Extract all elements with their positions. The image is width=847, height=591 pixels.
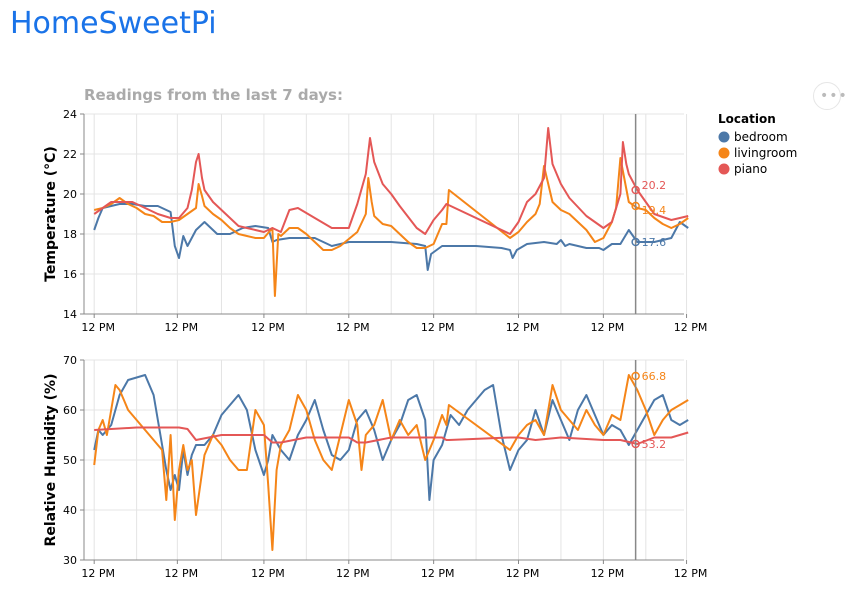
x-tick-label: 12 PM: [336, 321, 370, 334]
legend-label-bedroom: bedroom: [734, 130, 788, 144]
temperature-panel: 14 16 18 20 22 24 12 PM 12 PM 12 PM 12 PM 12 PM 12 …: [43, 108, 707, 334]
legend-swatch-bedroom: [718, 131, 730, 143]
y-tick-label: 14: [63, 308, 77, 321]
x-tick-label: 12 PM: [251, 567, 285, 580]
series-line-piano: [94, 426, 689, 445]
x-tick-label: 12 PM: [165, 567, 199, 580]
y-tick-label: 70: [63, 354, 77, 367]
x-tick-label: 12 PM: [251, 321, 285, 334]
x-tick-label: 12 PM: [421, 321, 455, 334]
series-line-bedroom: [93, 203, 689, 271]
y-tick-label: 30: [63, 554, 77, 567]
legend-swatch-livingroom: [718, 147, 730, 159]
y-axis-title: Temperature (°C): [43, 146, 59, 282]
x-tick-label: 12 PM: [165, 321, 199, 334]
hover-point-piano: [631, 439, 640, 449]
y-tick-label: 16: [63, 268, 77, 281]
x-tick-label: 12 PM: [81, 321, 115, 334]
more-horizontal-icon: •••: [820, 88, 847, 104]
legend-title: Location: [718, 112, 776, 126]
y-tick-label: 60: [63, 404, 77, 417]
series-line-piano: [93, 127, 689, 235]
x-tick-label: 12 PM: [506, 321, 540, 334]
x-tick-label: 12 PM: [674, 567, 708, 580]
humidity-panel: 30 40 50 60 70 12 PM 12 PM 12 PM 12 PM 12 PM 12 PM…: [43, 354, 707, 580]
more-options-button[interactable]: •••: [813, 82, 847, 110]
y-tick-label: 22: [63, 148, 77, 161]
legend-swatch-piano: [718, 163, 730, 175]
x-tick-label: 12 PM: [506, 567, 540, 580]
x-tick-label: 12 PM: [81, 567, 115, 580]
hover-point-bedroom: [631, 237, 640, 247]
hover-value-piano: 20.2: [642, 179, 667, 192]
hover-point-livingroom: [631, 371, 640, 381]
y-tick-label: 20: [63, 188, 77, 201]
hover-value-piano: 53.2: [642, 438, 667, 451]
hover-value-bedroom: 17.6: [642, 236, 667, 249]
y-tick-label: 50: [63, 454, 77, 467]
y-tick-label: 24: [63, 108, 77, 121]
x-tick-label: 12 PM: [336, 567, 370, 580]
app-title: HomeSweetPi: [10, 6, 217, 41]
y-tick-label: 18: [63, 228, 77, 241]
series-line-livingroom: [93, 374, 689, 551]
x-tick-label: 12 PM: [591, 567, 625, 580]
series-line-livingroom: [93, 157, 689, 297]
legend-label-piano: piano: [734, 162, 767, 176]
hover-point-livingroom: [631, 201, 640, 211]
legend: Location bedroom livingroom piano: [718, 112, 797, 176]
chart-subtitle: Readings from the last 7 days:: [84, 86, 343, 104]
legend-label-livingroom: livingroom: [734, 146, 797, 160]
y-axis-title: Relative Humidity (%): [43, 374, 59, 547]
hover-point-piano: [631, 185, 640, 195]
x-tick-label: 12 PM: [421, 567, 455, 580]
x-tick-label: 12 PM: [674, 321, 708, 334]
y-tick-label: 40: [63, 504, 77, 517]
hover-value-livingroom: 19.4: [642, 204, 667, 217]
hover-value-livingroom: 66.8: [642, 370, 667, 383]
x-tick-label: 12 PM: [591, 321, 625, 334]
